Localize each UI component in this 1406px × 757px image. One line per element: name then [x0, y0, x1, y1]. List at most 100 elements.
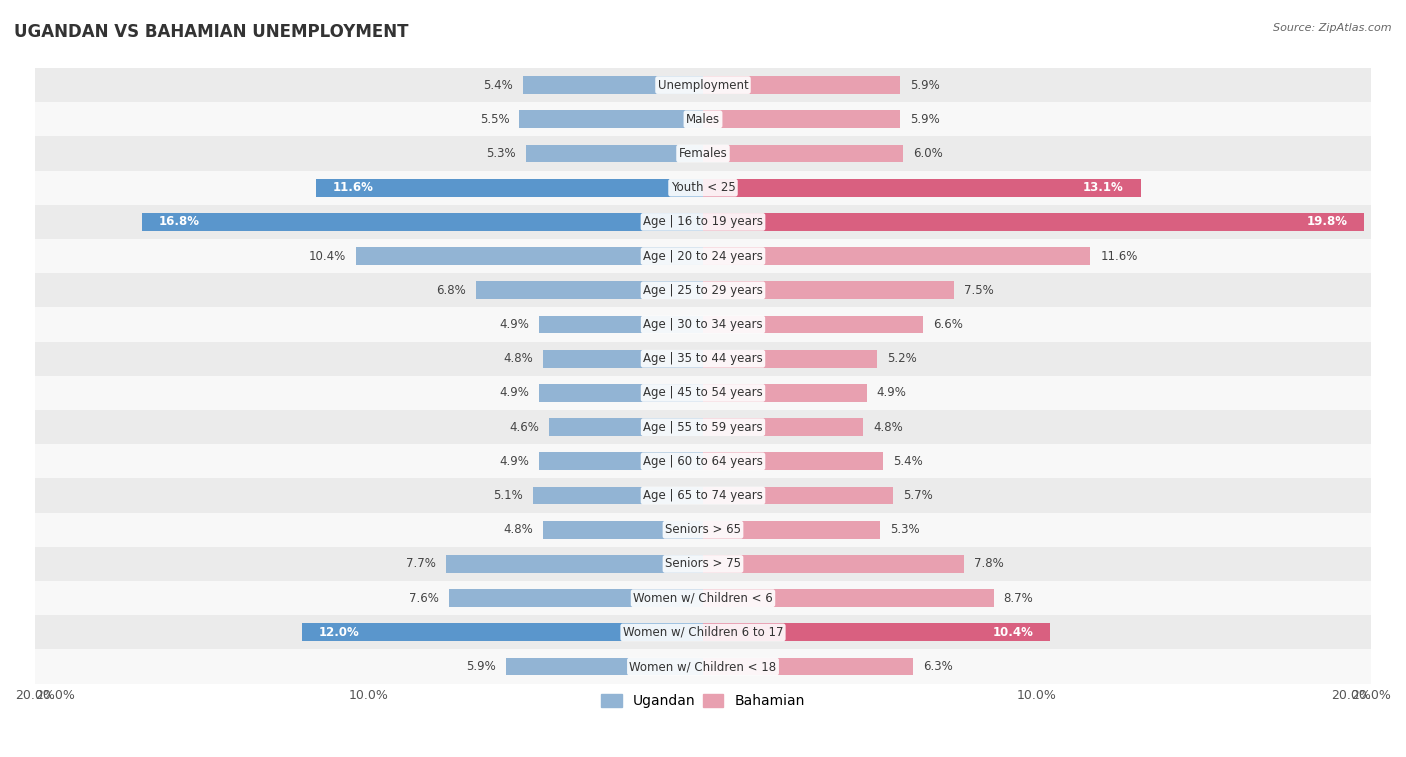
Bar [543, 521, 703, 539]
Bar [540, 384, 703, 402]
Text: 13.1%: 13.1% [1083, 181, 1123, 195]
Text: Source: ZipAtlas.com: Source: ZipAtlas.com [1274, 23, 1392, 33]
Text: Age | 55 to 59 years: Age | 55 to 59 years [643, 421, 763, 434]
Text: Women w/ Children 6 to 17: Women w/ Children 6 to 17 [623, 626, 783, 639]
Bar [526, 145, 703, 163]
Bar [519, 111, 703, 128]
Text: 5.4%: 5.4% [893, 455, 924, 468]
Bar [550, 419, 703, 436]
Text: 7.8%: 7.8% [973, 557, 1004, 571]
Bar [703, 282, 953, 299]
Bar [35, 170, 1371, 205]
Bar [142, 213, 703, 231]
Text: 20.0%: 20.0% [1331, 689, 1371, 702]
Text: 16.8%: 16.8% [159, 216, 200, 229]
Bar [35, 478, 1371, 512]
Text: 8.7%: 8.7% [1004, 592, 1033, 605]
Bar [35, 68, 1371, 102]
Bar [315, 179, 703, 197]
Text: 5.1%: 5.1% [494, 489, 523, 502]
Text: 12.0%: 12.0% [319, 626, 360, 639]
Bar [703, 487, 893, 504]
Text: 5.3%: 5.3% [890, 523, 920, 536]
Bar [533, 487, 703, 504]
Bar [475, 282, 703, 299]
Text: 5.7%: 5.7% [904, 489, 934, 502]
Text: Unemployment: Unemployment [658, 79, 748, 92]
Bar [35, 410, 1371, 444]
Bar [703, 419, 863, 436]
Text: 5.9%: 5.9% [467, 660, 496, 673]
Bar [703, 248, 1091, 265]
Bar [35, 375, 1371, 410]
Bar [35, 102, 1371, 136]
Bar [703, 384, 866, 402]
Bar [35, 547, 1371, 581]
Text: Males: Males [686, 113, 720, 126]
Bar [446, 555, 703, 573]
Bar [703, 350, 877, 368]
Bar [543, 350, 703, 368]
Text: 4.8%: 4.8% [873, 421, 903, 434]
Bar [703, 521, 880, 539]
Text: 5.4%: 5.4% [482, 79, 513, 92]
Bar [35, 205, 1371, 239]
Bar [703, 453, 883, 470]
Bar [35, 581, 1371, 615]
Text: Age | 45 to 54 years: Age | 45 to 54 years [643, 386, 763, 400]
Text: Age | 20 to 24 years: Age | 20 to 24 years [643, 250, 763, 263]
Bar [35, 444, 1371, 478]
Bar [35, 650, 1371, 684]
Text: 4.8%: 4.8% [503, 352, 533, 365]
Text: 19.8%: 19.8% [1306, 216, 1348, 229]
Bar [35, 136, 1371, 170]
Bar [703, 111, 900, 128]
Legend: Ugandan, Bahamian: Ugandan, Bahamian [596, 689, 810, 714]
Text: 10.4%: 10.4% [308, 250, 346, 263]
Text: Seniors > 65: Seniors > 65 [665, 523, 741, 536]
Bar [540, 316, 703, 333]
Text: 4.9%: 4.9% [877, 386, 907, 400]
Text: UGANDAN VS BAHAMIAN UNEMPLOYMENT: UGANDAN VS BAHAMIAN UNEMPLOYMENT [14, 23, 409, 41]
Text: 4.9%: 4.9% [499, 318, 529, 331]
Text: 5.2%: 5.2% [887, 352, 917, 365]
Text: 6.6%: 6.6% [934, 318, 963, 331]
Text: 5.5%: 5.5% [479, 113, 509, 126]
Bar [35, 239, 1371, 273]
Text: Age | 65 to 74 years: Age | 65 to 74 years [643, 489, 763, 502]
Text: 10.4%: 10.4% [993, 626, 1033, 639]
Text: 11.6%: 11.6% [332, 181, 373, 195]
Text: 5.3%: 5.3% [486, 147, 516, 160]
Bar [449, 589, 703, 607]
Text: Women w/ Children < 18: Women w/ Children < 18 [630, 660, 776, 673]
Text: Women w/ Children < 6: Women w/ Children < 6 [633, 592, 773, 605]
Text: Age | 25 to 29 years: Age | 25 to 29 years [643, 284, 763, 297]
Bar [703, 179, 1140, 197]
Bar [703, 555, 963, 573]
Bar [703, 76, 900, 94]
Bar [703, 316, 924, 333]
Text: Youth < 25: Youth < 25 [671, 181, 735, 195]
Bar [35, 615, 1371, 650]
Text: 6.8%: 6.8% [436, 284, 465, 297]
Bar [703, 145, 904, 163]
Bar [540, 453, 703, 470]
Text: 11.6%: 11.6% [1101, 250, 1137, 263]
Text: 4.9%: 4.9% [499, 455, 529, 468]
Bar [703, 213, 1364, 231]
Bar [35, 341, 1371, 375]
Text: 5.9%: 5.9% [910, 79, 939, 92]
Text: Age | 16 to 19 years: Age | 16 to 19 years [643, 216, 763, 229]
Text: 5.9%: 5.9% [910, 113, 939, 126]
Text: Age | 60 to 64 years: Age | 60 to 64 years [643, 455, 763, 468]
Text: 7.5%: 7.5% [963, 284, 993, 297]
Bar [35, 273, 1371, 307]
Text: 4.9%: 4.9% [499, 386, 529, 400]
Text: Seniors > 75: Seniors > 75 [665, 557, 741, 571]
Bar [703, 624, 1050, 641]
Bar [35, 307, 1371, 341]
Text: Age | 35 to 44 years: Age | 35 to 44 years [643, 352, 763, 365]
Text: 7.7%: 7.7% [406, 557, 436, 571]
Bar [703, 589, 994, 607]
Text: 4.8%: 4.8% [503, 523, 533, 536]
